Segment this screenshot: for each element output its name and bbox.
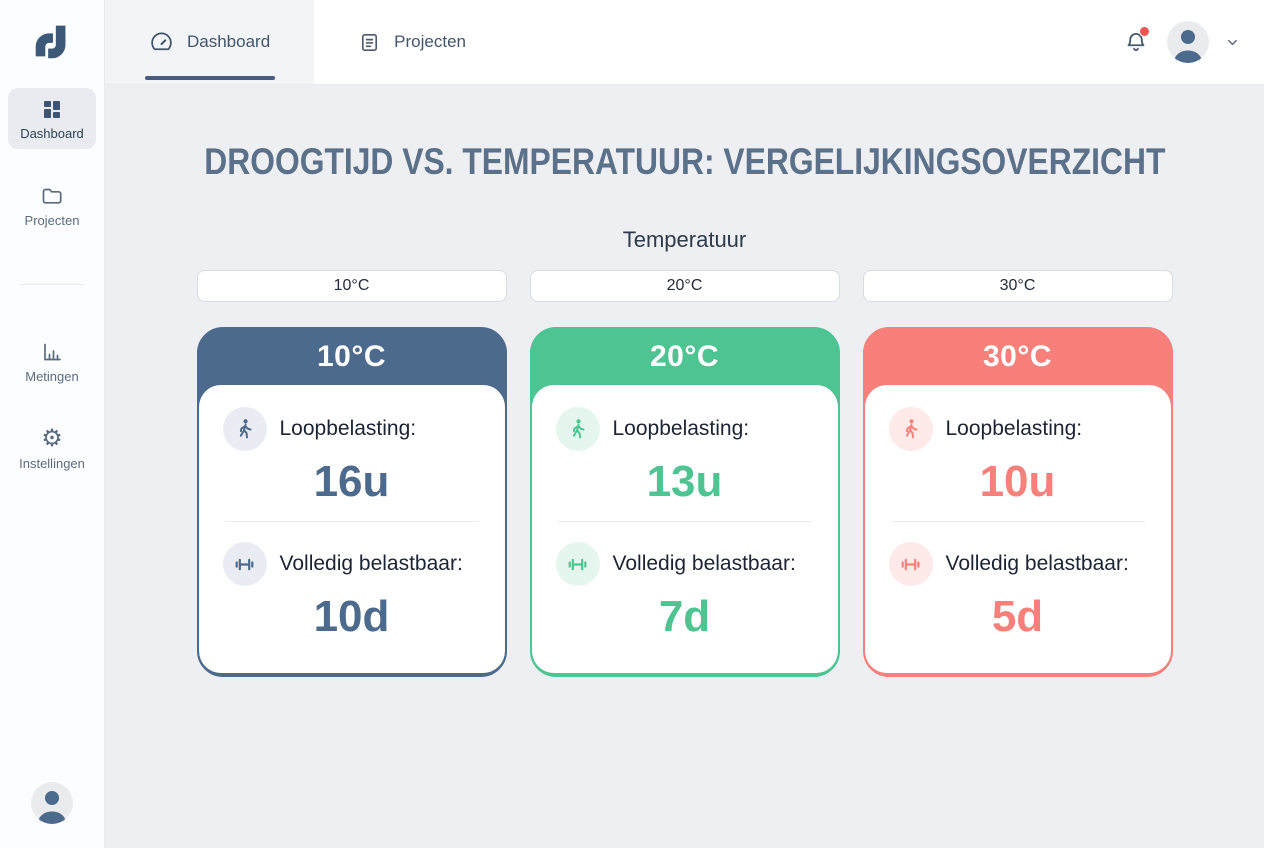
walking-person-icon	[555, 407, 600, 451]
card-divider	[890, 521, 1145, 522]
document-icon	[358, 31, 381, 54]
notifications-button[interactable]	[1121, 26, 1151, 57]
topbar: Dashboard Projecten	[105, 0, 1264, 85]
page-title: DROOGTIJD VS. TEMPERATUUR: VERGELIJKINGS…	[203, 141, 1166, 182]
topbar-actions	[1121, 0, 1264, 84]
comparison-cards: 10°C Loopbelasting: 16u	[105, 327, 1264, 677]
sidebar-item-projecten[interactable]: Projecten	[8, 175, 96, 236]
volledig-belastbaar-value: 5d	[991, 592, 1044, 641]
temperature-select-20c[interactable]: 20°C	[529, 270, 840, 302]
dumbbell-icon	[555, 542, 600, 586]
tab-projecten[interactable]: Projecten	[314, 0, 510, 84]
dashboard-grid-icon	[40, 97, 64, 121]
app-logo	[27, 14, 77, 68]
row-label: Loopbelasting:	[279, 417, 417, 440]
tab-dashboard[interactable]: Dashboard	[105, 0, 315, 84]
row-label: Loopbelasting:	[945, 417, 1083, 440]
sidebar-user-avatar[interactable]	[31, 782, 73, 824]
card-body: Loopbelasting: 10u Volledig belastbaar: …	[864, 385, 1171, 673]
sidebar-item-label: Projecten	[24, 213, 80, 228]
row-label: Loopbelasting:	[612, 417, 750, 440]
walking-person-icon	[888, 407, 933, 451]
temperature-label: Temperatuur	[622, 227, 747, 252]
notification-badge	[1139, 26, 1150, 37]
temperature-selects: 10°C 20°C 30°C	[105, 270, 1264, 302]
row-label: Volledig belastbaar:	[279, 552, 463, 575]
row-label: Volledig belastbaar:	[612, 552, 796, 575]
volledig-belastbaar-value: 10d	[313, 592, 390, 641]
sidebar: Dashboard Projecten Metingen ⚙ Instellin…	[0, 0, 105, 848]
person-icon	[31, 782, 73, 824]
card-header: 30°C	[982, 340, 1053, 373]
loopbelasting-row: Loopbelasting:	[222, 407, 481, 451]
volledig-belastbaar-row: Volledig belastbaar:	[888, 542, 1147, 586]
temp-card-20c: 20°C Loopbelasting: 13u	[529, 327, 840, 677]
user-avatar[interactable]	[1167, 21, 1209, 63]
bell-icon	[1127, 32, 1145, 51]
person-icon	[1174, 30, 1202, 63]
chevron-down-icon[interactable]	[1225, 35, 1240, 50]
sidebar-divider	[20, 284, 84, 285]
dumbbell-icon	[222, 542, 267, 586]
card-divider	[224, 521, 479, 522]
sidebar-item-instellingen[interactable]: ⚙ Instellingen	[8, 418, 96, 479]
card-body: Loopbelasting: 16u Volledig belastbaar: …	[198, 385, 505, 673]
bar-chart-icon	[40, 340, 64, 364]
loopbelasting-value: 10u	[979, 457, 1056, 506]
loopbelasting-value: 16u	[313, 457, 390, 506]
sidebar-item-metingen[interactable]: Metingen	[8, 331, 96, 392]
sidebar-item-label: Instellingen	[19, 456, 85, 471]
loopbelasting-value: 13u	[646, 457, 723, 506]
sidebar-item-label: Dashboard	[20, 126, 84, 141]
gauge-icon	[149, 30, 174, 55]
row-label: Volledig belastbaar:	[945, 552, 1129, 575]
sidebar-item-label: Metingen	[25, 369, 79, 384]
logo-mark	[35, 25, 66, 59]
folder-icon	[39, 184, 65, 208]
volledig-belastbaar-row: Volledig belastbaar:	[222, 542, 481, 586]
temp-card-30c: 30°C Loopbelasting: 10u	[862, 327, 1173, 677]
tab-label: Dashboard	[187, 32, 271, 51]
tab-label: Projecten	[394, 32, 466, 51]
temperature-select-30c[interactable]: 30°C	[862, 270, 1173, 302]
volledig-belastbaar-value: 7d	[658, 592, 711, 641]
card-body: Loopbelasting: 13u Volledig belastbaar: …	[531, 385, 838, 673]
walking-person-icon	[222, 407, 267, 451]
card-divider	[557, 521, 812, 522]
temperature-select-10c[interactable]: 10°C	[196, 270, 507, 302]
loopbelasting-row: Loopbelasting:	[555, 407, 814, 451]
card-header: 20°C	[649, 340, 720, 373]
active-tab-underline	[144, 76, 275, 80]
main-content: DROOGTIJD VS. TEMPERATUUR: VERGELIJKINGS…	[105, 85, 1264, 848]
temp-card-10c: 10°C Loopbelasting: 16u	[196, 327, 507, 677]
volledig-belastbaar-row: Volledig belastbaar:	[555, 542, 814, 586]
loopbelasting-row: Loopbelasting:	[888, 407, 1147, 451]
gear-icon: ⚙	[41, 425, 63, 452]
dumbbell-icon	[888, 542, 933, 586]
sidebar-item-dashboard[interactable]: Dashboard	[8, 88, 96, 149]
card-header: 10°C	[316, 340, 387, 373]
